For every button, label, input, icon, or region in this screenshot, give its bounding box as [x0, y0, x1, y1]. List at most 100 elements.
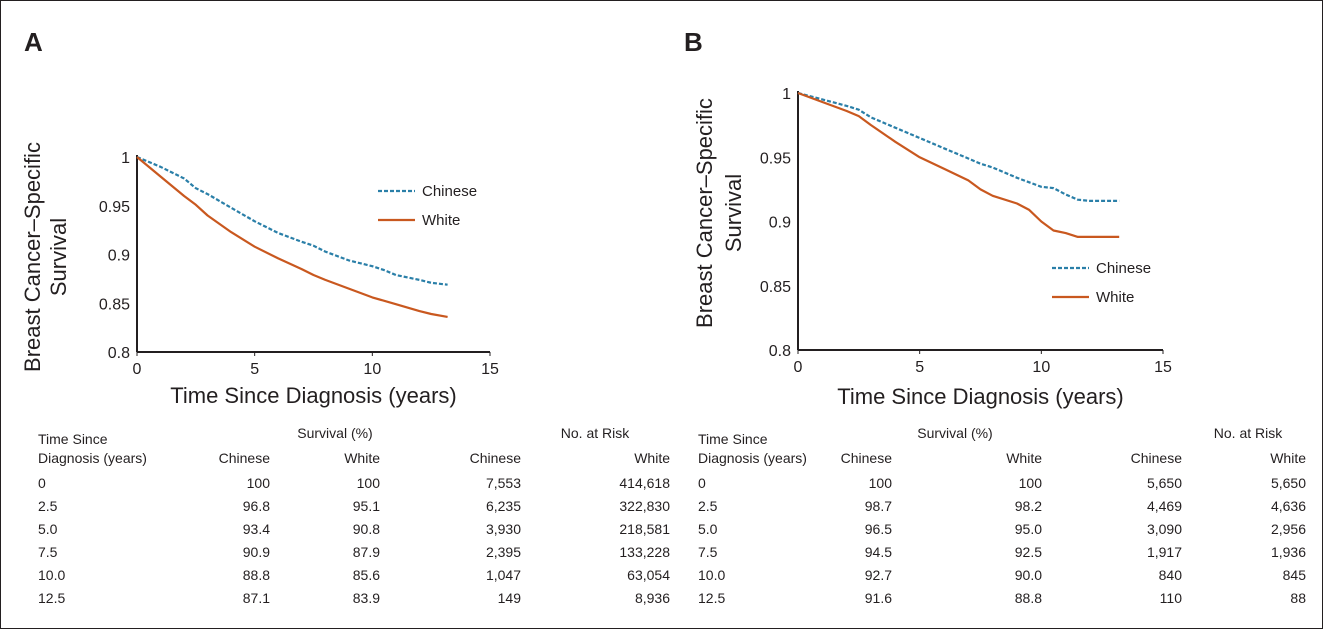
x-tick-label: 10: [1032, 359, 1050, 376]
table-cell-survival-chinese: 96.5: [864, 521, 892, 537]
y-tick-label: 0.8: [108, 345, 130, 362]
table-cell-time: 2.5: [698, 498, 718, 514]
risk-table-a: Time Since Diagnosis (years) Survival (%) N…: [38, 425, 678, 617]
y-tick-label: 1: [121, 150, 130, 167]
table-cell-time: 12.5: [698, 590, 726, 606]
table-cell-risk-chinese: 840: [1158, 567, 1182, 583]
table-cell-risk-chinese: 110: [1159, 590, 1182, 606]
legend-label-white: White: [422, 212, 460, 229]
table-cell-time: 5.0: [38, 521, 58, 537]
table-cell-risk-white: 4,636: [1270, 498, 1306, 514]
table-cell-survival-white: 88.8: [1014, 590, 1042, 606]
table-cell-survival-white: 90.0: [1014, 567, 1042, 583]
legend-label-chinese: Chinese: [422, 183, 477, 200]
y-axis-label: Breast Cancer–Specific: [692, 98, 717, 328]
table-header-white: White: [634, 450, 670, 466]
table-cell-risk-chinese: 3,930: [485, 521, 521, 537]
table-header-white: White: [344, 450, 380, 466]
table-cell-risk-chinese: 149: [497, 590, 521, 606]
table-cell-risk-white: 88: [1290, 590, 1306, 606]
panel-label-a: A: [24, 27, 43, 57]
table-cell-time: 12.5: [38, 590, 66, 606]
y-tick-label: 0.95: [760, 150, 791, 167]
table-cell-survival-chinese: 100: [246, 475, 270, 491]
y-tick-label: 0.95: [99, 199, 130, 216]
table-cell-survival-chinese: 92.7: [864, 567, 892, 583]
table-group-risk: No. at Risk: [1213, 425, 1283, 441]
table-group-risk: No. at Risk: [560, 425, 630, 441]
table-cell-time: 2.5: [38, 498, 58, 514]
legend-label-white: White: [1096, 289, 1134, 306]
table-cell-time: 5.0: [698, 521, 718, 537]
table-header-time: Diagnosis (years): [698, 450, 807, 466]
table-cell-survival-white: 85.6: [352, 567, 380, 583]
table-group-survival: Survival (%): [297, 425, 373, 441]
x-tick-label: 0: [133, 361, 142, 378]
table-cell-risk-chinese: 5,650: [1146, 475, 1182, 491]
table-group-survival: Survival (%): [917, 425, 993, 441]
table-header-white: White: [1006, 450, 1042, 466]
table-cell-survival-white: 83.9: [352, 590, 380, 606]
series-line-white: [797, 91, 1120, 238]
series-line-white: [136, 156, 448, 318]
table-cell-risk-white: 845: [1282, 567, 1306, 583]
y-axis-label: Survival: [721, 174, 746, 252]
series-line-chinese: [136, 155, 448, 286]
table-header-time: Time Since: [698, 431, 768, 447]
y-tick-label: 0.9: [108, 248, 130, 265]
table-header-white: White: [1270, 450, 1306, 466]
x-tick-label: 5: [250, 361, 259, 378]
table-cell-risk-white: 414,618: [619, 475, 670, 491]
x-axis-label: Time Since Diagnosis (years): [837, 384, 1124, 409]
table-cell-risk-chinese: 3,090: [1146, 521, 1182, 537]
table-cell-survival-white: 90.8: [352, 521, 380, 537]
table-header-chinese: Chinese: [469, 450, 521, 466]
table-cell-time: 10.0: [698, 567, 726, 583]
table-cell-time: 7.5: [698, 544, 718, 560]
x-tick-label: 15: [481, 361, 499, 378]
table-cell-survival-chinese: 90.9: [242, 544, 270, 560]
table-cell-time: 10.0: [38, 567, 66, 583]
series-line-chinese: [797, 91, 1120, 202]
x-tick-label: 10: [363, 361, 381, 378]
table-cell-survival-white: 98.2: [1014, 498, 1042, 514]
table-cell-survival-white: 87.9: [352, 544, 380, 560]
table-cell-time: 7.5: [38, 544, 58, 560]
table-cell-risk-white: 63,054: [627, 567, 670, 583]
table-cell-risk-white: 133,228: [619, 544, 670, 560]
table-header-chinese: Chinese: [840, 450, 892, 466]
table-cell-risk-white: 322,830: [619, 498, 670, 514]
table-header-chinese: Chinese: [218, 450, 270, 466]
y-tick-label: 0.8: [769, 343, 791, 360]
table-cell-risk-chinese: 6,235: [485, 498, 521, 514]
table-cell-risk-white: 218,581: [619, 521, 670, 537]
y-tick-label: 0.9: [769, 215, 791, 232]
table-cell-time: 0: [698, 475, 706, 491]
table-cell-survival-chinese: 88.8: [242, 567, 270, 583]
table-header-time: Time Since: [38, 431, 108, 447]
table-cell-risk-white: 1,936: [1270, 544, 1306, 560]
table-cell-risk-white: 5,650: [1270, 475, 1306, 491]
legend-label-chinese: Chinese: [1096, 260, 1151, 277]
table-cell-survival-white: 100: [356, 475, 380, 491]
table-cell-survival-chinese: 93.4: [242, 521, 270, 537]
table-cell-survival-white: 95.1: [352, 498, 380, 514]
y-tick-label: 0.85: [99, 296, 130, 313]
table-header-time: Diagnosis (years): [38, 450, 147, 466]
x-axis-label: Time Since Diagnosis (years): [170, 383, 457, 408]
table-cell-risk-chinese: 4,469: [1146, 498, 1182, 514]
table-cell-risk-chinese: 1,917: [1146, 544, 1182, 560]
x-tick-label: 5: [915, 359, 924, 376]
table-cell-survival-white: 92.5: [1014, 544, 1042, 560]
table-cell-survival-white: 95.0: [1014, 521, 1042, 537]
table-cell-time: 0: [38, 475, 46, 491]
x-tick-label: 0: [794, 359, 803, 376]
x-tick-label: 15: [1154, 359, 1172, 376]
risk-table-b: Time Since Diagnosis (years) Survival (%) N…: [698, 425, 1323, 617]
table-cell-survival-chinese: 87.1: [242, 590, 270, 606]
table-cell-risk-white: 2,956: [1270, 521, 1306, 537]
y-axis-label: Survival: [46, 218, 71, 296]
table-cell-risk-chinese: 2,395: [485, 544, 521, 560]
